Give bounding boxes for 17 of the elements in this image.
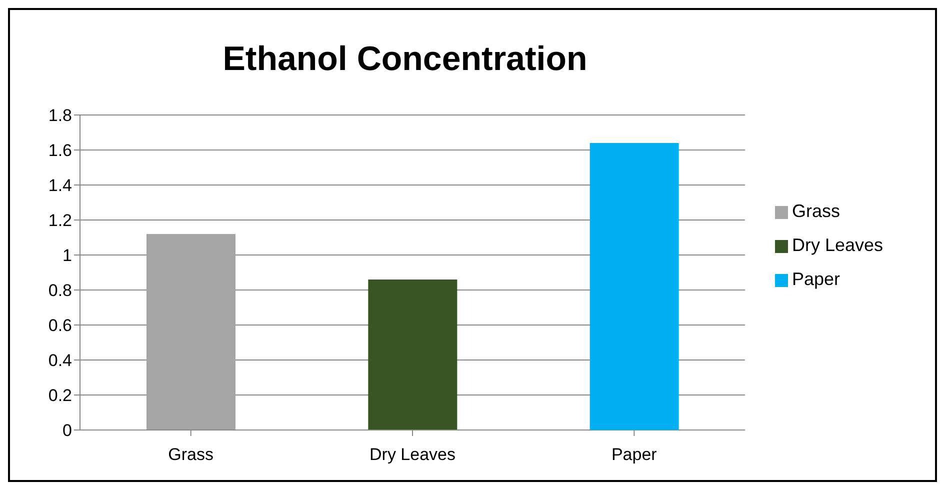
- y-tick-label: 0.2: [48, 386, 72, 406]
- legend-label: Paper: [792, 269, 840, 289]
- y-tick-label: 1.4: [48, 176, 72, 196]
- y-tick-label: 0.6: [48, 316, 72, 336]
- x-tick-label: Grass: [168, 445, 214, 464]
- y-tick-label: 1.2: [48, 211, 72, 230]
- y-tick-label: 1.8: [48, 106, 72, 126]
- y-tick-label: 0.8: [48, 281, 72, 300]
- chart-title: Ethanol Concentration: [222, 40, 588, 79]
- y-tick-label: 0: [62, 421, 72, 440]
- x-tick-label: Dry Leaves: [370, 445, 456, 464]
- x-tick-label: Paper: [611, 445, 658, 464]
- y-tick-label: 0.4: [48, 351, 72, 370]
- y-tick-label: 1.6: [48, 141, 72, 160]
- legend-label: Dry Leaves: [792, 235, 884, 255]
- legend-label: Grass: [792, 201, 840, 221]
- y-tick-label: 1: [62, 246, 72, 266]
